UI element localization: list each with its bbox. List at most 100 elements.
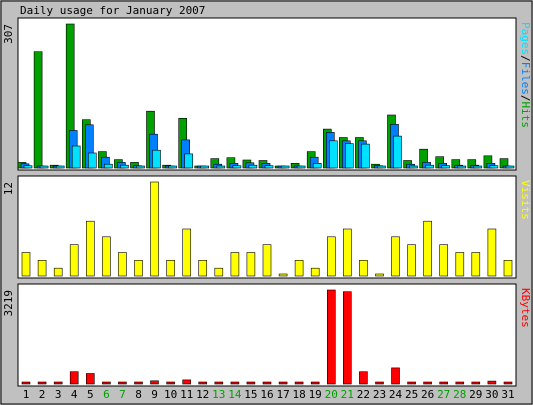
bar-kbytes-day-10: [166, 381, 175, 385]
x-tick-label-day-31: 31: [501, 388, 514, 401]
bar-pages-day-16: [264, 165, 274, 169]
panel-plot-area: [17, 17, 517, 171]
bar-visits-day-1: [21, 252, 31, 277]
chart-title: Daily usage for January 2007: [20, 4, 205, 17]
bar-kbytes-day-31: [503, 381, 513, 385]
bar-kbytes-day-25: [407, 381, 416, 385]
bar-kbytes-day-16: [262, 381, 272, 385]
x-tick-label-day-10: 10: [164, 388, 177, 401]
x-tick-label-day-17: 17: [276, 388, 289, 401]
bar-pages-day-23: [377, 165, 386, 169]
x-tick-label-day-26: 26: [421, 388, 434, 401]
bar-kbytes-day-23: [375, 381, 384, 385]
bar-visits-day-19: [310, 267, 320, 277]
legend-label: Pages/Files/Hits: [519, 22, 532, 128]
x-tick-label-day-15: 15: [244, 388, 257, 401]
bar-kbytes-day-27: [439, 381, 449, 385]
legend-hits: Hits: [519, 102, 532, 129]
bar-pages-day-8: [136, 165, 145, 169]
bar-kbytes-day-29: [471, 381, 481, 385]
y-max-label: 307: [2, 24, 15, 44]
bar-kbytes-day-13: [214, 381, 224, 385]
bar-pages-day-28: [457, 165, 467, 169]
bar-visits-day-24: [391, 236, 400, 277]
bar-kbytes-day-5: [86, 373, 95, 385]
legend-label: KBytes: [519, 288, 532, 328]
bar-visits-day-30: [487, 228, 497, 277]
bar-kbytes-day-11: [182, 379, 191, 385]
bar-kbytes-day-12: [198, 381, 207, 385]
bar-pages-day-26: [425, 164, 434, 169]
bar-pages-day-5: [88, 152, 97, 169]
bar-pages-day-21: [344, 143, 354, 169]
bar-pages-day-1: [23, 165, 33, 169]
x-tick-label-day-19: 19: [309, 388, 322, 401]
bar-visits-day-12: [198, 259, 207, 277]
bar-visits-day-2: [37, 259, 47, 277]
bar-visits-day-4: [69, 244, 79, 277]
bar-pages-day-20: [328, 140, 338, 169]
x-tick-label-day-23: 23: [373, 388, 386, 401]
bar-pages-day-6: [104, 163, 113, 169]
bar-visits-day-20: [326, 236, 336, 277]
bar-pages-day-4: [71, 145, 81, 169]
bar-visits-day-10: [166, 259, 175, 277]
bar-kbytes-day-30: [487, 380, 497, 385]
bar-visits-day-23: [375, 273, 384, 277]
bar-visits-day-27: [439, 244, 449, 277]
bar-visits-day-9: [150, 181, 159, 277]
panel-pages-files-hits: 307 Pages/Files/Hits: [2, 17, 532, 171]
x-tick-label-day-1: 1: [23, 388, 30, 401]
bar-visits-day-28: [455, 252, 465, 277]
x-tick-label-day-28: 28: [453, 388, 466, 401]
bar-pages-day-10: [168, 165, 177, 169]
bar-kbytes-day-28: [455, 381, 465, 385]
bar-kbytes-day-7: [118, 381, 127, 385]
bar-kbytes-day-3: [53, 381, 63, 385]
legend-kbytes: KBytes: [519, 288, 532, 328]
bar-visits-day-31: [503, 259, 513, 277]
bar-pages-day-24: [393, 135, 402, 169]
y-max-label: 3219: [2, 290, 15, 317]
x-tick-label-day-25: 25: [405, 388, 418, 401]
bar-pages-day-18: [296, 165, 306, 169]
x-tick-label-day-24: 24: [389, 388, 403, 401]
bar-pages-day-13: [216, 165, 226, 169]
bar-pages-day-30: [489, 165, 499, 169]
bar-pages-day-17: [280, 165, 290, 169]
legend-separator: /: [519, 55, 532, 62]
x-tick-label-day-11: 11: [180, 388, 193, 401]
bar-visits-day-22: [359, 259, 368, 277]
bar-pages-day-2: [39, 165, 49, 169]
x-tick-label-day-9: 9: [151, 388, 158, 401]
legend-separator: /: [519, 95, 532, 102]
bar-kbytes-day-6: [102, 381, 111, 385]
bar-kbytes-day-8: [134, 381, 143, 385]
bar-visits-day-16: [262, 244, 272, 277]
bar-kbytes-day-19: [310, 381, 320, 385]
x-tick-label-day-5: 5: [87, 388, 94, 401]
x-tick-label-day-22: 22: [357, 388, 370, 401]
legend-pages: Pages: [519, 22, 532, 55]
bar-kbytes-day-26: [423, 381, 432, 385]
bar-kbytes-day-1: [21, 381, 31, 385]
bar-visits-day-11: [182, 228, 191, 277]
bar-visits-day-26: [423, 220, 432, 277]
x-tick-label-day-18: 18: [292, 388, 305, 401]
legend-label: Visits: [519, 180, 532, 220]
bar-pages-day-7: [120, 164, 129, 169]
bar-hits-day-2: [33, 51, 43, 169]
x-tick-label-day-4: 4: [71, 388, 78, 401]
bar-visits-day-15: [246, 252, 256, 277]
bar-pages-day-9: [152, 149, 161, 169]
x-tick-label-day-8: 8: [135, 388, 142, 401]
x-tick-label-day-30: 30: [485, 388, 498, 401]
bar-kbytes-day-21: [342, 291, 352, 385]
bar-pages-day-22: [361, 143, 370, 169]
bar-visits-day-21: [342, 228, 352, 277]
bar-pages-day-31: [505, 165, 515, 169]
legend-visits: Visits: [519, 180, 532, 220]
bar-pages-day-25: [409, 165, 418, 169]
